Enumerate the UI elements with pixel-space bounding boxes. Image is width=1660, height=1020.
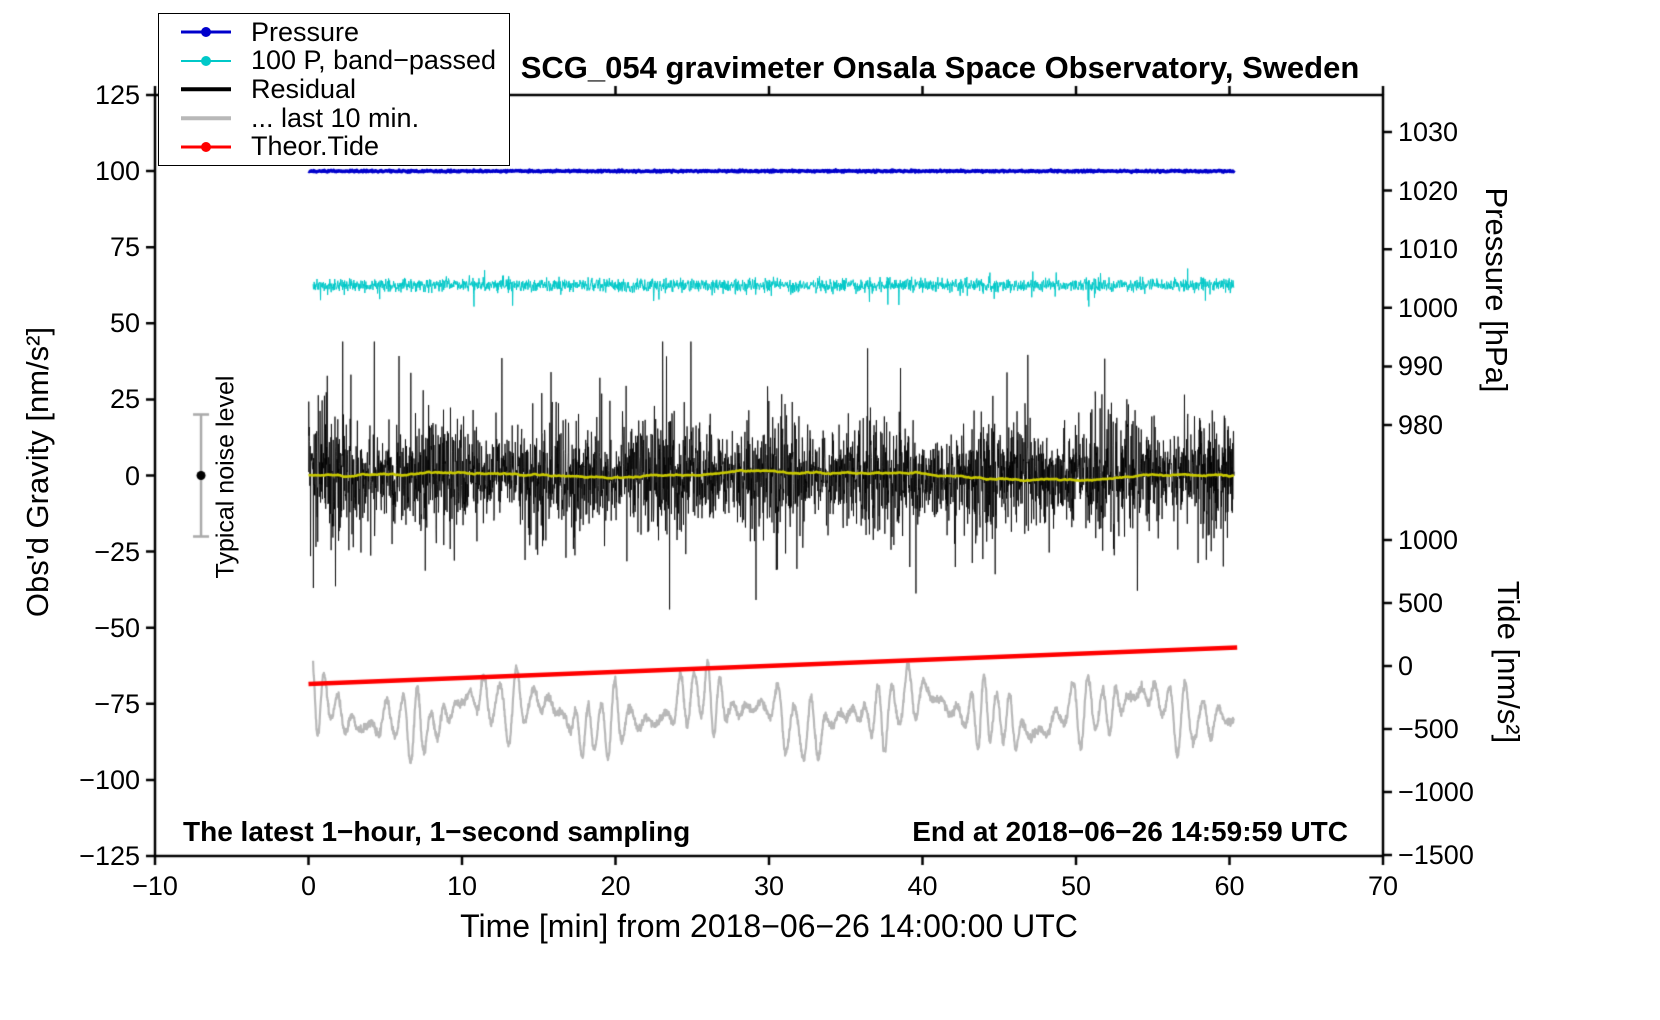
residual-line-swatch bbox=[177, 76, 235, 103]
pressure-line-swatch bbox=[177, 19, 235, 46]
legend-item-pressure: Pressure bbox=[177, 16, 509, 47]
legend-item-last10min: ... last 10 min. bbox=[177, 102, 509, 133]
last10min-line-swatch bbox=[177, 105, 235, 132]
legend-label-pressure: Pressure bbox=[251, 16, 360, 47]
legend-item-bandpassed: 100 P, band−passed bbox=[177, 45, 509, 76]
legend-item-residual: Residual bbox=[177, 73, 509, 104]
legend-label-last10min: ... last 10 min. bbox=[251, 102, 420, 133]
legend-label-residual: Residual bbox=[251, 73, 357, 104]
legend-label-theortide: Theor.Tide bbox=[251, 131, 380, 162]
theortide-line-swatch bbox=[177, 133, 235, 160]
bandpassed-line-swatch bbox=[177, 47, 235, 74]
legend-label-bandpassed: 100 P, band−passed bbox=[251, 45, 496, 76]
legend: Pressure 100 P, band−passed Residual ...… bbox=[158, 13, 510, 166]
legend-item-theortide: Theor.Tide bbox=[177, 131, 509, 162]
